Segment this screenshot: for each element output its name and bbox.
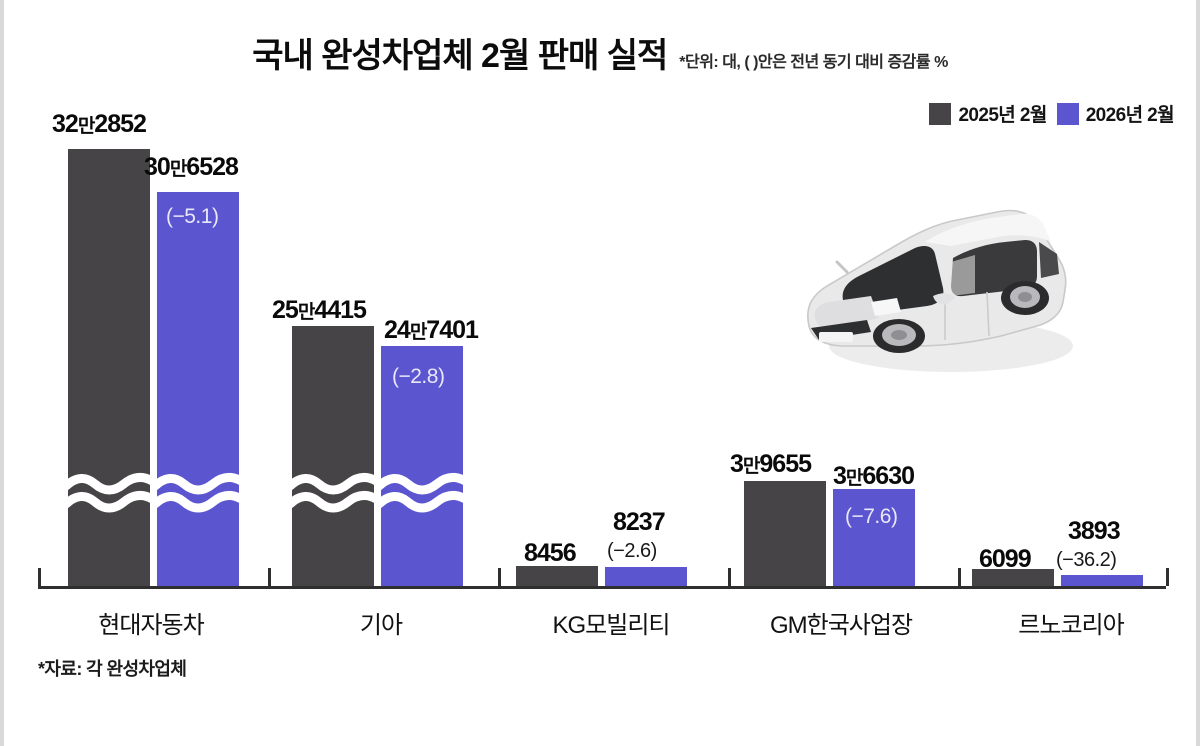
category-label-1: 기아 bbox=[359, 612, 403, 639]
chart-header: 국내 완성차업체 2월 판매 실적 *단위: 대, ( )안은 전년 동기 대비… bbox=[0, 28, 1200, 77]
value-label-curr-4: 3893 bbox=[1068, 517, 1121, 545]
axis-tick-2 bbox=[498, 568, 501, 586]
axis-tick-3 bbox=[728, 568, 731, 586]
value-label-prev-0: 32만2852 bbox=[52, 110, 147, 138]
change-pct-2: (−2.6) bbox=[607, 540, 657, 562]
change-pct-3: (−7.6) bbox=[845, 505, 898, 528]
bar-curr-3 bbox=[833, 489, 915, 586]
bar-prev-0 bbox=[68, 149, 150, 586]
value-label-prev-4: 6099 bbox=[979, 545, 1032, 573]
change-pct-4: (−36.2) bbox=[1056, 549, 1117, 571]
axis-tick-4 bbox=[958, 568, 961, 586]
value-label-prev-2: 8456 bbox=[524, 539, 577, 567]
value-label-curr-1: 24만7401 bbox=[384, 316, 479, 344]
legend-item-prev: 2025년 2월 bbox=[929, 100, 1047, 127]
car-illustration bbox=[775, 150, 1115, 390]
left-frame-rule bbox=[0, 0, 4, 746]
axis-tick-1 bbox=[268, 568, 271, 586]
bar-prev-1 bbox=[292, 326, 374, 586]
value-label-curr-3: 3만6630 bbox=[833, 462, 915, 490]
right-frame-rule bbox=[1196, 0, 1200, 746]
category-label-3: GM한국사업장 bbox=[769, 612, 913, 639]
bar-prev-3 bbox=[744, 481, 826, 586]
category-label-2: KG모빌리티 bbox=[552, 612, 671, 639]
bar-curr-1 bbox=[381, 346, 463, 586]
category-label-4: 르노코리아 bbox=[1018, 612, 1124, 639]
legend: 2025년 2월 2026년 2월 bbox=[929, 100, 1175, 127]
value-label-prev-1: 25만4415 bbox=[272, 296, 367, 324]
bar-prev-2 bbox=[516, 566, 598, 586]
page-title: 국내 완성차업체 2월 판매 실적 bbox=[252, 37, 668, 75]
value-label-prev-3: 3만9655 bbox=[730, 450, 812, 478]
bar-curr-4 bbox=[1061, 575, 1143, 586]
axis-tick-5 bbox=[1166, 568, 1169, 586]
car-icon bbox=[807, 209, 1073, 372]
value-label-curr-2: 8237 bbox=[613, 508, 666, 536]
legend-swatch-curr-icon bbox=[1056, 102, 1079, 125]
legend-label-prev: 2025년 2월 bbox=[958, 105, 1047, 126]
bar-curr-2 bbox=[605, 567, 687, 586]
legend-label-curr: 2026년 2월 bbox=[1085, 105, 1175, 126]
value-label-curr-0: 30만6528 bbox=[144, 153, 239, 181]
title-row: 국내 완성차업체 2월 판매 실적 *단위: 대, ( )안은 전년 동기 대비… bbox=[252, 28, 948, 77]
change-pct-0: (−5.1) bbox=[166, 205, 219, 228]
axis-tick-0 bbox=[38, 568, 41, 586]
legend-item-curr: 2026년 2월 bbox=[1056, 100, 1175, 127]
unit-note: *단위: 대, ( )안은 전년 동기 대비 증감률 % bbox=[679, 54, 948, 71]
source-note: *자료: 각 완성차업체 bbox=[38, 659, 187, 679]
change-pct-1: (−2.8) bbox=[392, 365, 445, 388]
bar-curr-0 bbox=[157, 192, 239, 586]
legend-swatch-prev-icon bbox=[929, 102, 952, 125]
x-axis-baseline bbox=[38, 586, 1166, 589]
category-label-0: 현대자동차 bbox=[98, 612, 204, 639]
bar-prev-4 bbox=[972, 569, 1054, 586]
